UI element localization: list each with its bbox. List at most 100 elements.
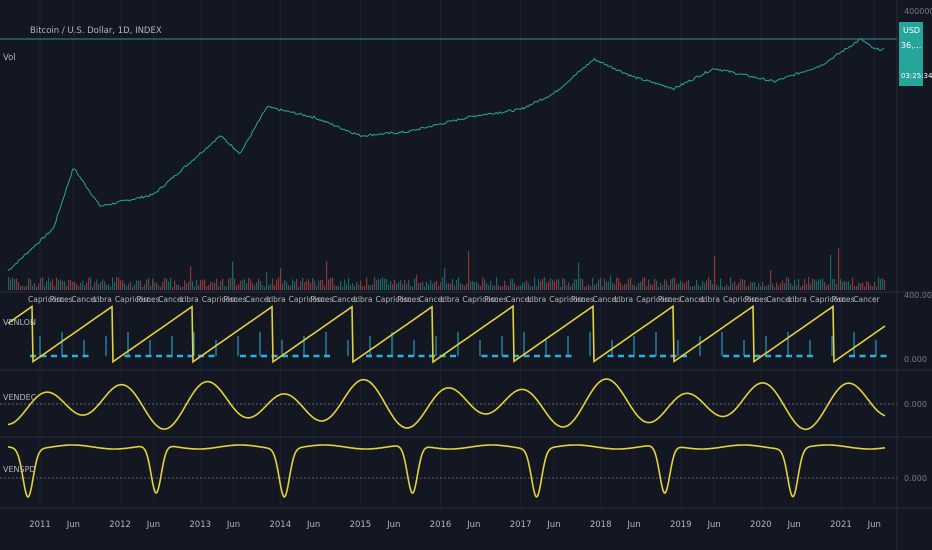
volume-bar <box>708 277 710 290</box>
volume-bar <box>818 279 820 290</box>
volume-bar <box>326 261 328 290</box>
volume-bar <box>696 279 698 290</box>
volume-bar <box>110 286 112 290</box>
volume-bar <box>680 280 682 290</box>
volume-bar <box>658 286 660 290</box>
sign-label: Pisces <box>832 295 855 304</box>
volume-bar <box>276 279 278 290</box>
volume-bar <box>670 279 672 290</box>
sign-label: Libra <box>701 295 720 304</box>
volume-bar <box>170 277 172 290</box>
volume-bar <box>446 283 448 290</box>
volume-bar <box>810 283 812 290</box>
volume-bar <box>152 278 154 290</box>
volume-bar <box>444 268 446 290</box>
volume-bar <box>698 284 700 290</box>
volume-bar <box>248 277 250 290</box>
volume-bar <box>778 285 780 290</box>
volume-bar <box>58 280 60 290</box>
volume-bar <box>274 284 276 290</box>
volume-bar <box>296 279 298 290</box>
volume-bar <box>250 279 252 290</box>
volume-bar <box>558 279 560 290</box>
volume-bar <box>846 282 848 290</box>
volume-bar <box>432 283 434 290</box>
volume-bar <box>620 282 622 290</box>
sign-label: Cancer <box>332 295 359 304</box>
volume-bar <box>764 286 766 290</box>
volume-bar <box>406 283 408 290</box>
volume-bar <box>694 285 696 290</box>
time-axis[interactable]: 2011 Jun 2012 Jun 2013 Jun 2014 Jun 2015 Jun 2016 J… <box>29 520 881 530</box>
volume-bar <box>42 277 44 290</box>
volume-bar <box>684 283 686 290</box>
volume-bar <box>644 277 646 290</box>
volume-bar <box>316 286 318 290</box>
volume-bar <box>186 283 188 290</box>
volume-bar <box>54 286 56 290</box>
volume-bar <box>320 279 322 290</box>
volume-bar <box>578 262 580 290</box>
volume-bar <box>358 284 360 290</box>
volume-bar <box>338 285 340 290</box>
volume-bar <box>492 285 494 290</box>
volume-bar <box>90 277 92 290</box>
volume-bar <box>20 286 22 290</box>
volume-bar <box>270 283 272 290</box>
volume-bar <box>706 280 708 290</box>
time-tick-label: 2015 <box>350 520 372 530</box>
volume-bar <box>590 286 592 290</box>
venlon-zero-scale: 0.000 <box>904 355 927 364</box>
sign-label: Capricorn <box>462 295 498 304</box>
volume-bar <box>240 280 242 290</box>
volume-bar <box>740 278 742 290</box>
volume-bar <box>30 279 32 290</box>
sign-label: Libra <box>441 295 460 304</box>
volume-bar <box>882 278 884 290</box>
volume-bar <box>92 286 94 290</box>
volume-bar <box>630 277 632 290</box>
volume-bar <box>254 285 256 290</box>
volume-bar <box>426 281 428 290</box>
volume-bar <box>642 277 644 290</box>
volume-bar <box>440 282 442 290</box>
time-tick-label: Jun <box>146 520 160 530</box>
volume-bar <box>430 279 432 290</box>
volume-bar <box>538 279 540 290</box>
volume-bar <box>162 282 164 290</box>
volume-bar <box>262 285 264 290</box>
sign-label: Pisces <box>310 295 333 304</box>
volume-bar <box>242 280 244 290</box>
volume-bar <box>486 283 488 290</box>
volume-bar <box>294 281 296 290</box>
volume-bar <box>448 283 450 290</box>
sign-label: Capricorn <box>636 295 672 304</box>
price-badge[interactable] <box>899 22 923 86</box>
volume-bar <box>72 281 74 290</box>
volume-bar <box>584 286 586 290</box>
price-series-line <box>7 37 885 272</box>
time-tick-label: Jun <box>466 520 480 530</box>
volume-bar <box>488 285 490 290</box>
volume-bar <box>638 283 640 290</box>
volume-bar <box>622 285 624 290</box>
volume-bar <box>168 281 170 290</box>
volume-bar <box>82 280 84 290</box>
volume-bar <box>838 248 840 290</box>
volume-bar <box>108 284 110 290</box>
volume-bar <box>480 285 482 290</box>
volume-bar <box>428 284 430 290</box>
time-tick-label: 2014 <box>269 520 291 530</box>
volume-bar <box>678 283 680 290</box>
volume-bar <box>726 284 728 290</box>
volume-bar <box>46 281 48 290</box>
sign-label: Capricorn <box>28 295 64 304</box>
volume-bar <box>774 286 776 290</box>
volume-bar <box>794 279 796 290</box>
volume-bar <box>504 280 506 290</box>
time-tick-label: 2020 <box>750 520 772 530</box>
volume-bar <box>18 282 20 290</box>
